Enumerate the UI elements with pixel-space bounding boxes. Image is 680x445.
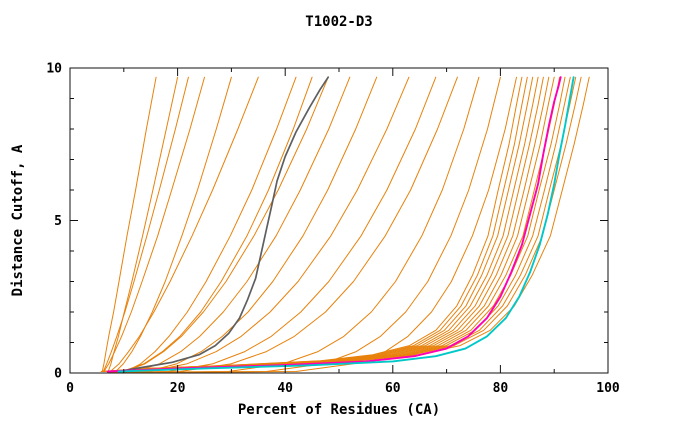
series-orange-11 xyxy=(109,76,378,373)
x-tick-label: 80 xyxy=(493,381,509,396)
series-orange-04 xyxy=(103,76,205,372)
series-magenta-highlight xyxy=(106,76,562,373)
series-gray-reference xyxy=(122,76,330,372)
y-tick-label: 5 xyxy=(54,214,62,229)
x-tick-label: 20 xyxy=(170,381,186,396)
series-cyan-highlight xyxy=(117,76,575,373)
y-tick-label: 0 xyxy=(54,367,62,382)
series-orange-07 xyxy=(125,76,297,372)
series-orange-12 xyxy=(112,76,410,373)
x-tick-label: 40 xyxy=(277,381,293,396)
x-axis-title: Percent of Residues (CA) xyxy=(238,402,440,418)
series-orange-05 xyxy=(115,76,232,372)
series-orange-30 xyxy=(105,76,590,372)
y-tick-label: 10 xyxy=(46,62,62,77)
series-orange-06 xyxy=(109,76,259,372)
series-orange-17 xyxy=(126,76,517,373)
series-orange-08 xyxy=(121,76,313,372)
series-orange-01 xyxy=(101,76,157,372)
chart-title: T1002-D3 xyxy=(305,14,372,30)
x-tick-label: 100 xyxy=(596,381,620,396)
series-orange-02 xyxy=(107,76,179,372)
series-orange-09 xyxy=(124,76,329,372)
x-tick-label: 60 xyxy=(385,381,401,396)
y-axis-title: Distance Cutoff, A xyxy=(10,144,26,296)
x-tick-label: 0 xyxy=(66,381,74,396)
series-orange-16 xyxy=(123,76,501,373)
series-orange-03 xyxy=(102,76,189,372)
